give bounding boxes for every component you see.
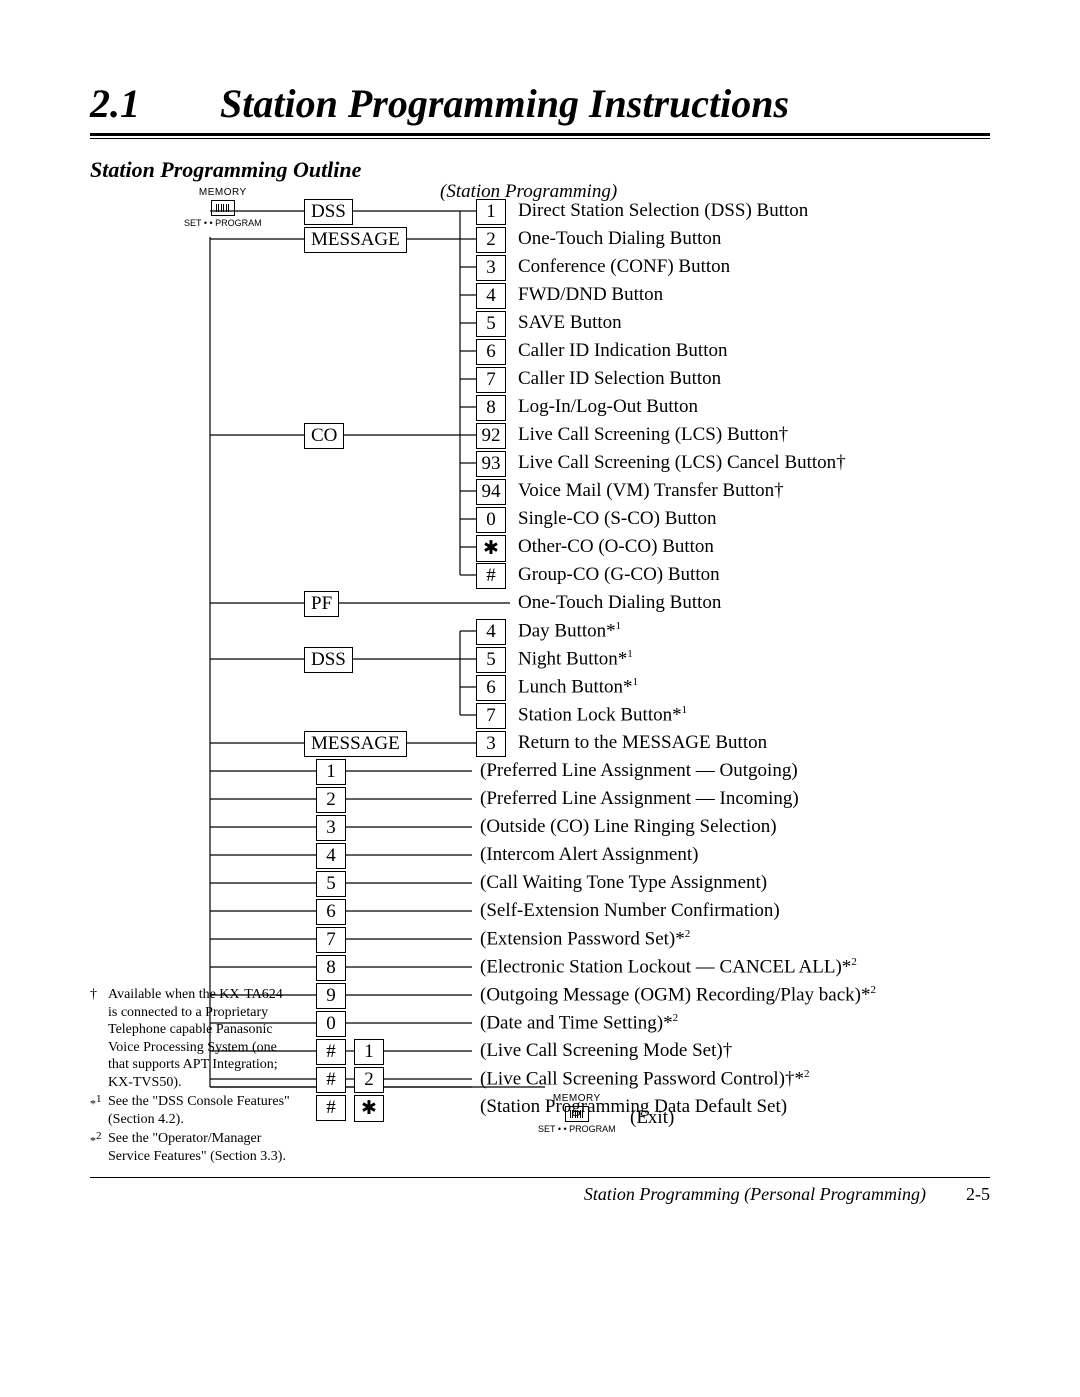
leaf-desc-g1-1: One-Touch Dialing Button xyxy=(518,228,721,250)
leaf-code-g1-12: ✱ xyxy=(476,535,506,562)
leaf-desc-num-4: (Call Waiting Tone Type Assignment) xyxy=(480,872,767,894)
branch-pf: PF xyxy=(304,591,339,617)
double-rule xyxy=(90,133,990,139)
leaf-desc-num-0: (Preferred Line Assignment — Outgoing) xyxy=(480,760,798,782)
leaf-code-hash2-2: ✱ xyxy=(354,1095,384,1122)
leaf-desc-g1-5: Caller ID Indication Button xyxy=(518,340,727,362)
leaf-desc-message2: Return to the MESSAGE Button xyxy=(518,732,767,754)
pf-desc: One-Touch Dialing Button xyxy=(518,592,721,614)
leaf-desc-num-2: (Outside (CO) Line Ringing Selection) xyxy=(480,816,777,838)
branch-message2: MESSAGE xyxy=(304,731,407,757)
leaf-code-num-5: 6 xyxy=(316,899,346,925)
footer-title: Station Programming (Personal Programmin… xyxy=(584,1184,926,1205)
fn-text-1: Available when the KX-TA624 is connected… xyxy=(108,986,290,1091)
leaf-desc-g1-10: Voice Mail (VM) Transfer Button† xyxy=(518,480,784,502)
leaf-code-g1-11: 0 xyxy=(476,507,506,533)
leaf-code-g1-4: 5 xyxy=(476,311,506,337)
leaf-desc-g1-12: Other-CO (O-CO) Button xyxy=(518,536,714,558)
section-title: Station Programming Instructions xyxy=(220,80,789,127)
leaf-code-g1-0: 1 xyxy=(476,199,506,225)
leaf-code-g1-6: 7 xyxy=(476,367,506,393)
fn-mark-1: † xyxy=(90,986,108,1091)
page-footer: Station Programming (Personal Programmin… xyxy=(90,1177,990,1205)
leaf-desc-hash-1: (Live Call Screening Password Control)†*… xyxy=(480,1068,810,1090)
leaf-code-num-8: 9 xyxy=(316,983,346,1009)
leaf-code-g1-5: 6 xyxy=(476,339,506,365)
leaf-desc-dss2-1: Night Button*1 xyxy=(518,648,633,670)
memory-enter-block: MEMORY SET • • PROGRAM xyxy=(184,187,262,228)
branch-dss: DSS xyxy=(304,199,353,225)
leaf-code-num-4: 5 xyxy=(316,871,346,897)
leaf-code-num-0: 1 xyxy=(316,759,346,785)
leaf-desc-num-1: (Preferred Line Assignment — Incoming) xyxy=(480,788,799,810)
leaf-code-g1-10: 94 xyxy=(476,479,506,505)
branch-message: MESSAGE xyxy=(304,227,407,253)
leaf-desc-dss2-3: Station Lock Button*1 xyxy=(518,704,687,726)
leaf-code-num-2: 3 xyxy=(316,815,346,841)
leaf-code-hash1-0: # xyxy=(316,1039,346,1065)
fn-text-3: See the "Operator/Manager Service Featur… xyxy=(108,1130,290,1165)
branch-co: CO xyxy=(304,423,344,449)
leaf-code-dss2-1: 5 xyxy=(476,647,506,673)
leaf-desc-g1-0: Direct Station Selection (DSS) Button xyxy=(518,200,808,222)
tree-diagram: MEMORY SET • • PROGRAM (Station Programm… xyxy=(90,187,990,1167)
leaf-code-hash1-2: # xyxy=(316,1095,346,1121)
memory-label: MEMORY xyxy=(184,187,262,198)
leaf-code-dss2-2: 6 xyxy=(476,675,506,701)
leaf-desc-g1-8: Live Call Screening (LCS) Button† xyxy=(518,424,788,446)
leaf-desc-g1-13: Group-CO (G-CO) Button xyxy=(518,564,720,586)
leaf-code-g1-8: 92 xyxy=(476,423,506,449)
memory-sublabel-exit: SET • • PROGRAM xyxy=(538,1124,616,1134)
leaf-code-num-1: 2 xyxy=(316,787,346,813)
leaf-desc-num-5: (Self-Extension Number Confirmation) xyxy=(480,900,780,922)
fn-mark-3: *2 xyxy=(90,1130,108,1165)
subheading: Station Programming Outline xyxy=(90,157,990,183)
memory-sublabel: SET • • PROGRAM xyxy=(184,218,262,228)
leaf-code-dss2-0: 4 xyxy=(476,619,506,645)
leaf-desc-g1-4: SAVE Button xyxy=(518,312,622,334)
leaf-code-message2: 3 xyxy=(476,731,506,757)
leaf-desc-g1-2: Conference (CONF) Button xyxy=(518,256,730,278)
branch-dss2: DSS xyxy=(304,647,353,673)
leaf-code-g1-3: 4 xyxy=(476,283,506,309)
footnotes: †Available when the KX-TA624 is connecte… xyxy=(90,986,290,1167)
leaf-desc-dss2-2: Lunch Button*1 xyxy=(518,676,638,698)
leaf-desc-g1-3: FWD/DND Button xyxy=(518,284,663,306)
leaf-code-hash2-0: 1 xyxy=(354,1039,384,1065)
leaf-code-dss2-3: 7 xyxy=(476,703,506,729)
leaf-code-g1-1: 2 xyxy=(476,227,506,253)
leaf-desc-num-9: (Date and Time Setting)*2 xyxy=(480,1012,678,1034)
leaf-desc-g1-11: Single-CO (S-CO) Button xyxy=(518,508,716,530)
leaf-desc-g1-9: Live Call Screening (LCS) Cancel Button† xyxy=(518,452,846,474)
leaf-code-g1-9: 93 xyxy=(476,451,506,477)
leaf-desc-g1-6: Caller ID Selection Button xyxy=(518,368,721,390)
leaf-code-g1-13: # xyxy=(476,563,506,589)
leaf-desc-hash-2: (Station Programming Data Default Set) xyxy=(480,1096,787,1118)
leaf-code-hash1-1: # xyxy=(316,1067,346,1093)
footer-page: 2-5 xyxy=(966,1184,990,1205)
page-title-row: 2.1 Station Programming Instructions xyxy=(90,80,990,127)
leaf-desc-g1-7: Log-In/Log-Out Button xyxy=(518,396,698,418)
leaf-code-g1-2: 3 xyxy=(476,255,506,281)
leaf-code-g1-7: 8 xyxy=(476,395,506,421)
section-number: 2.1 xyxy=(90,80,220,127)
leaf-code-hash2-1: 2 xyxy=(354,1067,384,1093)
leaf-desc-hash-0: (Live Call Screening Mode Set)† xyxy=(480,1040,732,1062)
leaf-desc-num-8: (Outgoing Message (OGM) Recording/Play b… xyxy=(480,984,876,1006)
leaf-code-num-9: 0 xyxy=(316,1011,346,1037)
memory-icon xyxy=(211,200,235,216)
leaf-desc-num-7: (Electronic Station Lockout — CANCEL ALL… xyxy=(480,956,857,978)
leaf-code-num-3: 4 xyxy=(316,843,346,869)
leaf-desc-num-6: (Extension Password Set)*2 xyxy=(480,928,690,950)
leaf-desc-dss2-0: Day Button*1 xyxy=(518,620,621,642)
fn-text-2: See the "DSS Console Features" (Section … xyxy=(108,1093,290,1128)
leaf-code-num-6: 7 xyxy=(316,927,346,953)
leaf-code-num-7: 8 xyxy=(316,955,346,981)
leaf-desc-num-3: (Intercom Alert Assignment) xyxy=(480,844,698,866)
fn-mark-2: *1 xyxy=(90,1093,108,1128)
